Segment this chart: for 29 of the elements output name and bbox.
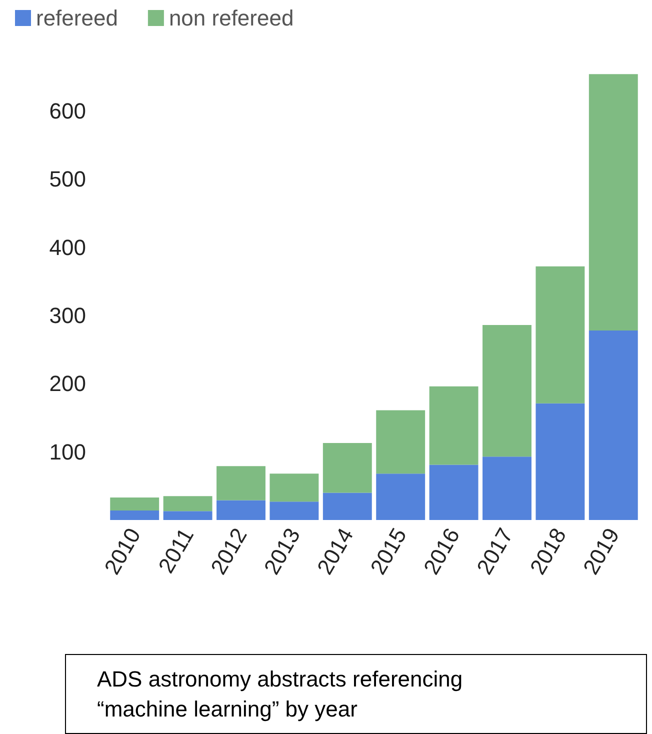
bar: [163, 511, 212, 520]
bar: [216, 466, 266, 500]
y-tick-label: 500: [49, 166, 86, 192]
bar: [482, 456, 532, 520]
bar: [110, 510, 160, 520]
bar: [270, 474, 319, 502]
legend-label: refereed: [36, 6, 118, 30]
bar: [482, 325, 532, 457]
bar: [536, 266, 585, 404]
y-tick-label: 300: [49, 302, 86, 328]
text: ADS astronomy abstracts referencing “machine learning” by year: [97, 666, 463, 722]
bar: [429, 464, 478, 520]
bar: [376, 410, 426, 474]
bar: [163, 496, 212, 512]
bar: [322, 492, 372, 520]
bar: [270, 502, 319, 520]
bar: [588, 74, 638, 330]
y-tick-label: 400: [49, 234, 86, 260]
bar: [536, 403, 585, 520]
bar: [322, 442, 372, 493]
legend-label: non refereed: [168, 6, 294, 30]
y-tick-label: 200: [49, 371, 86, 396]
y-tick-label: 100: [49, 439, 86, 464]
bar: [376, 474, 426, 520]
bar: [110, 498, 160, 510]
bar: [216, 500, 266, 520]
y-tick-label: 600: [49, 98, 86, 124]
bar: [429, 386, 478, 465]
bar: [588, 330, 638, 520]
